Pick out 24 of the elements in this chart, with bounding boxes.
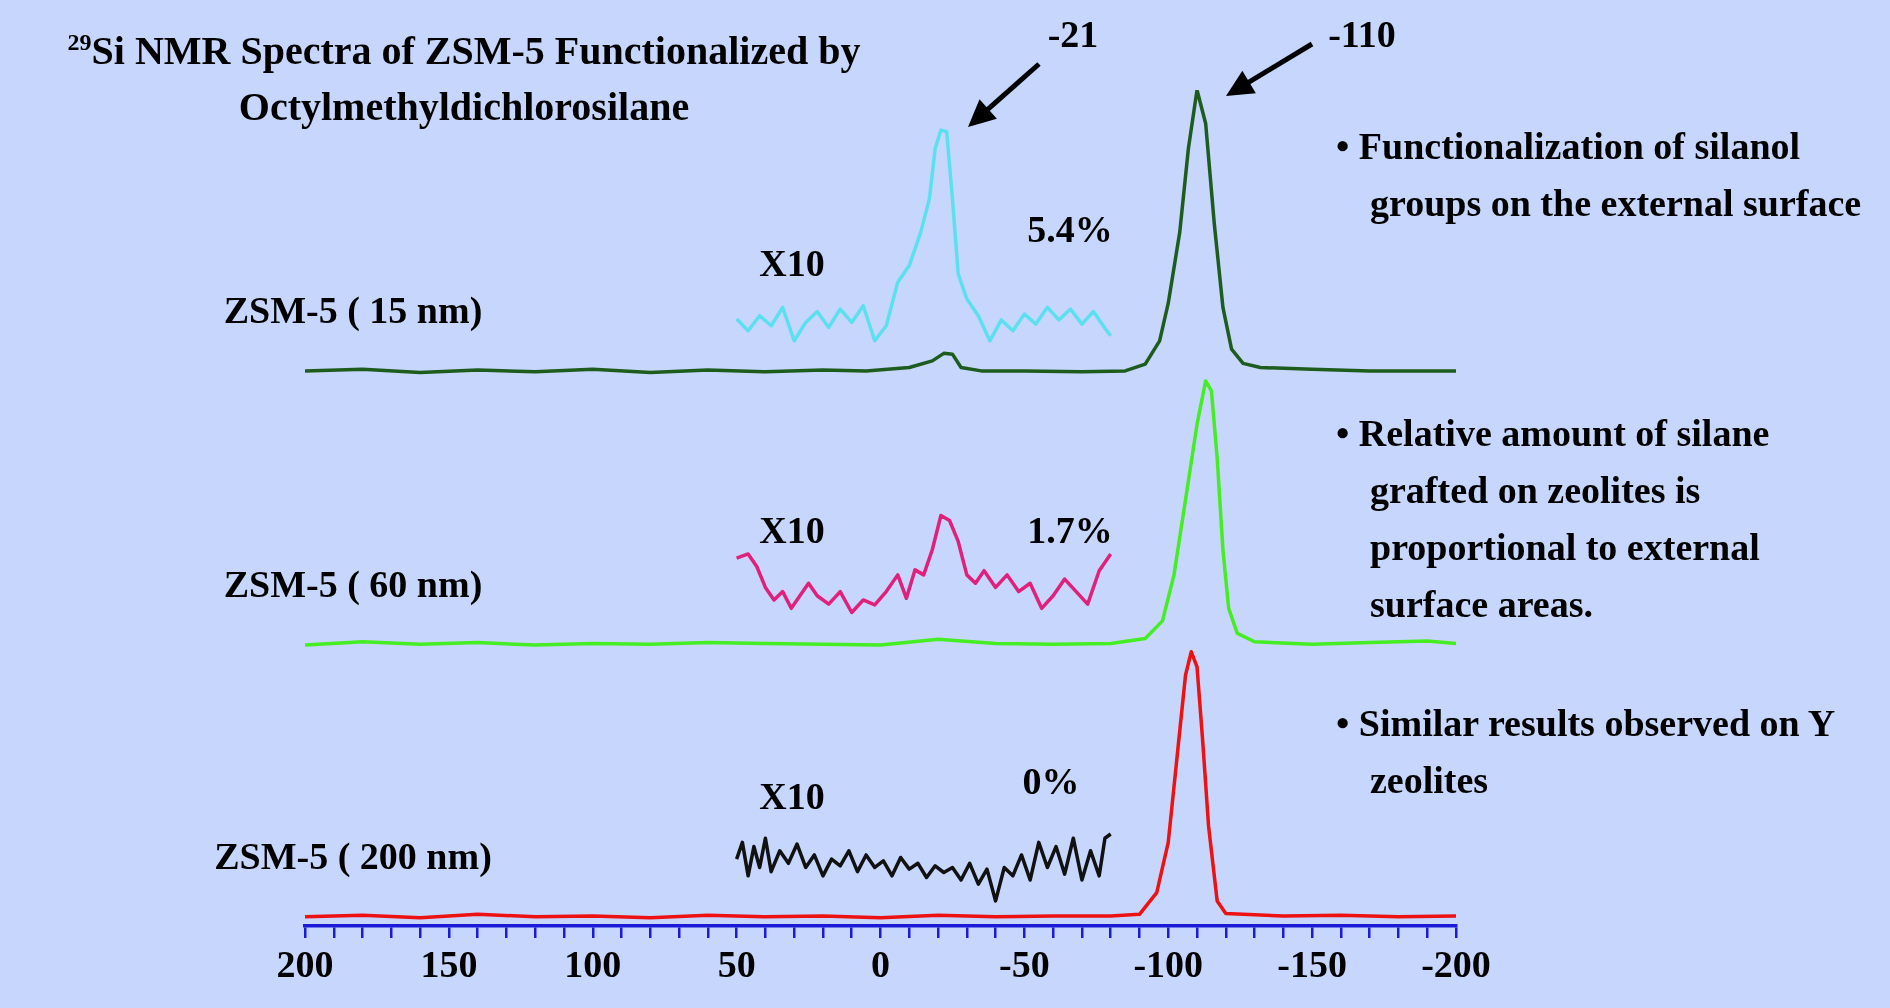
text: -110	[1328, 12, 1396, 56]
x-tick-label: -200	[1421, 942, 1491, 985]
series-label: ZSM-5 ( 15 nm)	[223, 288, 483, 332]
x-tick-label: 0	[871, 942, 890, 985]
x-tick-label: 100	[564, 942, 622, 985]
annotation: • Functionalization of silanol groups on the external surface	[1336, 124, 1863, 226]
annotation: 0%	[1022, 759, 1080, 803]
annotation: • Relative amount of silane grafted on zeolites is proportional to external surface areas.	[1336, 411, 1771, 627]
x-tick-label: -50	[999, 942, 1050, 985]
x-tick-label: -150	[1277, 942, 1347, 985]
x-tick-label: 200	[276, 942, 334, 985]
x-tick-label: 50	[717, 942, 756, 985]
annotation: 1.7%	[1027, 508, 1113, 552]
annotation: X10	[759, 508, 825, 552]
series-label: ZSM-5 ( 60 nm)	[223, 562, 483, 606]
annotation: 5.4%	[1027, 207, 1113, 251]
series-label: ZSM-5 ( 200 nm)	[214, 834, 492, 878]
annotation: X10	[759, 774, 825, 818]
text: -21	[1047, 12, 1099, 56]
x-tick-label: -100	[1133, 942, 1204, 985]
chart-title: $^{29}$Si NMR Spectra of ZSM-5 Functionalized by Octylmethyldichlorosilane	[66, 27, 862, 132]
annotation: X10	[759, 241, 825, 285]
annotation: • Similar results observed on Y zeolites	[1336, 701, 1836, 803]
x-tick-label: 150	[420, 942, 478, 985]
